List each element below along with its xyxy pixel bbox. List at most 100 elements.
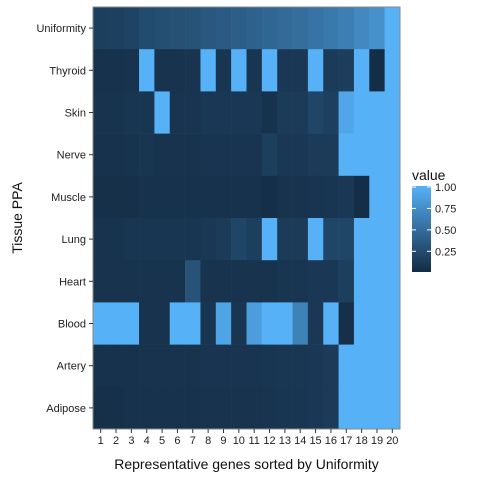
heatmap-cell bbox=[200, 260, 217, 303]
heatmap-cell bbox=[292, 218, 309, 261]
y-tick-label: Nerve bbox=[57, 150, 86, 162]
heatmap-cell bbox=[154, 386, 171, 430]
x-axis-title: Representative genes sorted by Uniformit… bbox=[114, 456, 379, 472]
heatmap-cell bbox=[231, 344, 247, 388]
heatmap-cell bbox=[215, 175, 232, 219]
heatmap-cell bbox=[338, 49, 355, 92]
y-tick-label: Lung bbox=[62, 234, 86, 246]
y-tick-label: Heart bbox=[59, 276, 86, 288]
heatmap-cell bbox=[169, 91, 186, 134]
heatmap-cell bbox=[246, 386, 263, 430]
heatmap-cell bbox=[369, 218, 385, 261]
heatmap-cell bbox=[108, 7, 124, 50]
heatmap-cell bbox=[353, 302, 370, 345]
heatmap-cell bbox=[215, 91, 232, 134]
x-tick-label: 17 bbox=[340, 435, 352, 447]
heatmap-cell bbox=[307, 344, 324, 388]
heatmap-cell bbox=[185, 302, 201, 345]
panel-border bbox=[92, 6, 401, 430]
heatmap-cell bbox=[246, 302, 263, 345]
x-tick-label: 5 bbox=[159, 435, 165, 447]
heatmap-cell bbox=[139, 386, 155, 430]
heatmap-cell bbox=[93, 218, 109, 261]
heatmap-cell bbox=[215, 49, 232, 92]
heatmap-cell bbox=[369, 344, 385, 388]
heatmap-cell bbox=[338, 91, 355, 134]
heatmap-cell bbox=[292, 91, 309, 134]
heatmap-cell bbox=[154, 175, 171, 219]
x-tick-label: 16 bbox=[325, 435, 337, 447]
heatmap-cell bbox=[185, 49, 201, 92]
heatmap-cell bbox=[246, 133, 263, 177]
heatmap-cell bbox=[246, 49, 263, 92]
heatmap-cell bbox=[185, 7, 201, 50]
heatmap-cell bbox=[215, 302, 232, 345]
heatmap-cell bbox=[139, 133, 155, 177]
heatmap-cell bbox=[323, 175, 339, 219]
heatmap-cell bbox=[231, 260, 247, 303]
heatmap-cell bbox=[139, 218, 155, 261]
heatmap-cell bbox=[93, 344, 109, 388]
heatmap-cell bbox=[185, 386, 201, 430]
heatmap-cell bbox=[323, 7, 339, 50]
x-tick-label: 3 bbox=[128, 435, 134, 447]
heatmap-cell bbox=[384, 302, 401, 345]
heatmap-cell bbox=[369, 175, 385, 219]
heatmap-cell bbox=[93, 91, 109, 134]
heatmap-cell bbox=[369, 302, 385, 345]
heatmap-cell bbox=[384, 49, 401, 92]
y-tick-label: Blood bbox=[58, 319, 86, 331]
heatmap-cell bbox=[169, 260, 186, 303]
legend-title: value bbox=[412, 167, 446, 183]
heatmap-cell bbox=[231, 218, 247, 261]
heatmap-cell bbox=[261, 260, 278, 303]
heatmap-cells bbox=[93, 7, 401, 430]
heatmap-cell bbox=[215, 133, 232, 177]
heatmap-cell bbox=[292, 175, 309, 219]
heatmap-cell bbox=[123, 260, 140, 303]
heatmap-cell bbox=[323, 91, 339, 134]
x-tick-label: 13 bbox=[279, 435, 291, 447]
heatmap-cell bbox=[338, 175, 355, 219]
x-tick-label: 11 bbox=[248, 435, 259, 447]
heatmap-cell bbox=[353, 49, 370, 92]
heatmap-cell bbox=[169, 218, 186, 261]
heatmap-cell bbox=[215, 260, 232, 303]
heatmap-cell bbox=[369, 260, 385, 303]
heatmap-cell bbox=[323, 260, 339, 303]
heatmap-cell bbox=[384, 386, 401, 430]
heatmap-cell bbox=[200, 218, 217, 261]
heatmap-cell bbox=[108, 175, 124, 219]
legend-tick-label: 1.00 bbox=[435, 182, 456, 194]
heatmap-cell bbox=[261, 218, 278, 261]
heatmap-cell bbox=[277, 175, 293, 219]
x-axis-ticks: 1 2 3 4 5 6 7 8 9 10 11 12 13 14 15 16 17 18 19 20 bbox=[98, 429, 398, 447]
heatmap-cell bbox=[246, 260, 263, 303]
heatmap-cell bbox=[246, 91, 263, 134]
heatmap-cell bbox=[185, 91, 201, 134]
heatmap-cell bbox=[384, 133, 401, 177]
heatmap-cell bbox=[185, 175, 201, 219]
heatmap-cell bbox=[169, 302, 186, 345]
heatmap-cell bbox=[353, 7, 370, 50]
heatmap-cell bbox=[292, 302, 309, 345]
heatmap-cell bbox=[185, 344, 201, 388]
y-tick-label: Thyroid bbox=[49, 65, 86, 77]
heatmap-cell bbox=[338, 7, 355, 50]
heatmap-cell bbox=[277, 7, 293, 50]
heatmap-cell bbox=[215, 7, 232, 50]
heatmap-cell bbox=[139, 344, 155, 388]
heatmap-cell bbox=[292, 7, 309, 50]
heatmap-cell bbox=[246, 7, 263, 50]
heatmap-cell bbox=[307, 49, 324, 92]
heatmap-cell bbox=[323, 344, 339, 388]
heatmap-cell bbox=[292, 260, 309, 303]
heatmap-cell bbox=[139, 302, 155, 345]
heatmap-cell bbox=[185, 133, 201, 177]
heatmap-cell bbox=[261, 91, 278, 134]
heatmap-cell bbox=[277, 218, 293, 261]
heatmap-cell bbox=[200, 175, 217, 219]
heatmap-cell bbox=[93, 175, 109, 219]
heatmap-cell bbox=[292, 133, 309, 177]
